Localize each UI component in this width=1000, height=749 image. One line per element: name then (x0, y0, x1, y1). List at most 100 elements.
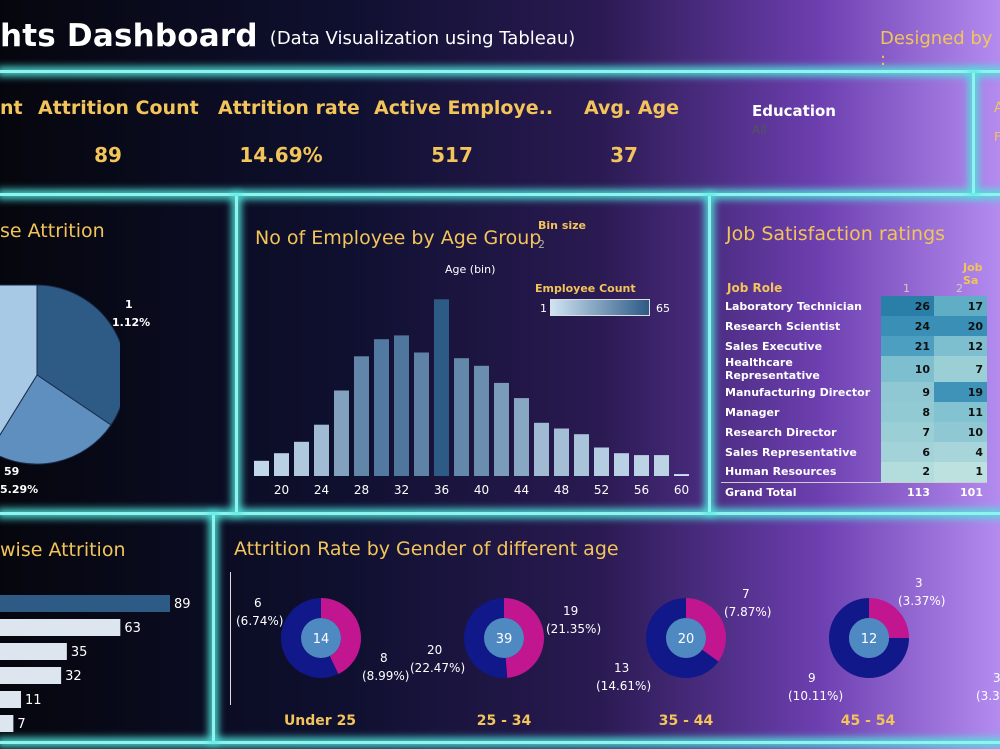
frame-line-top (0, 70, 1000, 73)
hist-bar[interactable] (534, 422, 549, 476)
rating-2-cell: 20 (934, 316, 987, 336)
hist-bar[interactable] (274, 453, 289, 476)
donut-slice-a[interactable] (869, 598, 909, 638)
hist-bar[interactable] (654, 455, 669, 476)
partial-filter-value: F (994, 130, 1000, 144)
dept-attrition-bars[interactable]: 89 63 35 32 117 (0, 585, 210, 735)
hist-bar[interactable] (634, 455, 649, 476)
frame-line-v3 (212, 515, 215, 741)
hist-tick-label: 28 (354, 483, 369, 497)
donut-center (849, 618, 889, 658)
table-row[interactable]: Human Resources 2 1 (721, 462, 987, 482)
job-role-cell: Research Scientist (725, 319, 841, 333)
table-row[interactable]: Manager 8 11 (721, 402, 987, 422)
rating-2-cell: 12 (934, 336, 987, 356)
rating-2-cell: 7 (934, 356, 987, 382)
age-histogram[interactable]: 20 24 28 32 36 40 44 48 52 56 60 (245, 280, 705, 500)
job-role-cell: Sales Representative (725, 445, 857, 459)
rating-2-cell: 19 (934, 382, 987, 402)
table-row[interactable]: Healthcare Representative 10 7 (721, 356, 987, 382)
hist-bar[interactable] (594, 447, 609, 477)
rating-1-cell: 2 (881, 462, 934, 482)
hist-bar[interactable] (394, 335, 409, 476)
hist-tick-label: 44 (514, 483, 529, 497)
hist-bar[interactable] (374, 339, 389, 476)
pie-label-top-pct: 1.12% (112, 316, 151, 329)
gender-donut-charts[interactable]: 14 39 20 12 (215, 580, 1000, 710)
hist-tick-label: 36 (434, 483, 449, 497)
gender-title: Attrition Rate by Gender of different ag… (234, 538, 619, 560)
kpi-label-attrition-rate: Attrition rate (218, 97, 360, 119)
kpi-value-attrition-count: 89 (94, 143, 122, 167)
hist-bar[interactable] (514, 398, 529, 476)
g1-a-pct: (21.35%) (546, 622, 602, 636)
hist-bar[interactable] (554, 428, 569, 477)
table-row[interactable]: Manufacturing Director 9 19 (721, 382, 987, 402)
donut-slice-b[interactable] (464, 598, 508, 678)
g1-b: 20 (427, 643, 443, 657)
grand-total-row: Grand Total 113 101 (721, 481, 987, 502)
dept-bar-label: 7 (17, 717, 25, 732)
dept-bar[interactable] (0, 667, 62, 684)
hist-bar[interactable] (354, 356, 369, 476)
hist-bar[interactable] (254, 460, 269, 476)
dept-bar[interactable] (0, 691, 22, 708)
kpi-label-active-employees: Active Employe.. (374, 97, 554, 119)
donut-slice-a[interactable] (686, 598, 726, 662)
attrition-pie-chart[interactable] (0, 255, 120, 495)
bin-size-label: Bin size (538, 219, 586, 232)
donut-slice-b[interactable] (281, 598, 339, 678)
dept-bar[interactable] (0, 643, 67, 660)
pie-label-bottom-pct: 5.29% (0, 483, 39, 496)
hist-tick-label: 52 (594, 483, 609, 497)
table-row[interactable]: Laboratory Technician 26 17 (721, 296, 987, 316)
g3-a: 3 (915, 576, 923, 590)
dept-bar[interactable] (0, 595, 170, 612)
hist-bar[interactable] (314, 424, 329, 476)
hist-bar[interactable] (474, 365, 489, 476)
g0-a: 6 (254, 596, 262, 610)
partial-filter-label: A (994, 100, 1000, 116)
dept-bar[interactable] (0, 619, 121, 636)
table-row[interactable]: Sales Representative 6 4 (721, 442, 987, 462)
hist-bar[interactable] (334, 390, 349, 477)
education-filter[interactable]: Education All (752, 102, 952, 142)
hist-bar[interactable] (434, 299, 449, 476)
hist-bar[interactable] (674, 474, 689, 476)
job-satisfaction-table: Laboratory Technician 26 17 Research Scient… (721, 296, 987, 502)
donut-slice-a[interactable] (321, 598, 361, 675)
hist-tick-label: 40 (474, 483, 489, 497)
job-satisfaction-col-header: Job Sa (963, 261, 983, 287)
age-group-label-1: 25 - 34 (476, 713, 532, 729)
gender-axis-line (230, 572, 231, 705)
hist-bar[interactable] (414, 352, 429, 477)
table-row[interactable]: Research Scientist 24 20 (721, 316, 987, 336)
pie-slice-dark (36, 284, 120, 426)
g2-a: 7 (742, 587, 750, 601)
table-row[interactable]: Sales Executive 21 12 (721, 336, 987, 356)
g0-b-pct: (8.99%) (362, 669, 410, 683)
age-group-label-3: 45 - 54 (840, 713, 896, 729)
hist-bar[interactable] (494, 382, 509, 476)
education-filter-value: All (752, 123, 767, 137)
donut-slice-a[interactable] (504, 598, 544, 678)
hist-bar[interactable] (454, 358, 469, 476)
age-group-label-2: 35 - 44 (658, 713, 714, 729)
hist-bar[interactable] (294, 441, 309, 476)
table-row[interactable]: Research Director 7 10 (721, 422, 987, 442)
donut-slice-b[interactable] (646, 598, 719, 678)
donut-center-label: 39 (496, 632, 513, 647)
bin-size-value[interactable]: 2 (538, 238, 545, 251)
rating-2-cell: 11 (934, 402, 987, 422)
dept-bar[interactable] (0, 715, 14, 732)
hist-bar[interactable] (614, 453, 629, 476)
hist-tick-label: 24 (314, 483, 329, 497)
hist-tick-label: 48 (554, 483, 569, 497)
frame-line-mid (0, 193, 1000, 196)
donut-slice-b[interactable] (828, 598, 909, 678)
frame-line-v4 (972, 73, 975, 193)
dept-bar-label: 11 (25, 693, 42, 708)
hist-bar[interactable] (574, 434, 589, 476)
job-role-cell: Healthcare Representative (725, 356, 820, 382)
designed-by: Designed by : (880, 28, 993, 70)
